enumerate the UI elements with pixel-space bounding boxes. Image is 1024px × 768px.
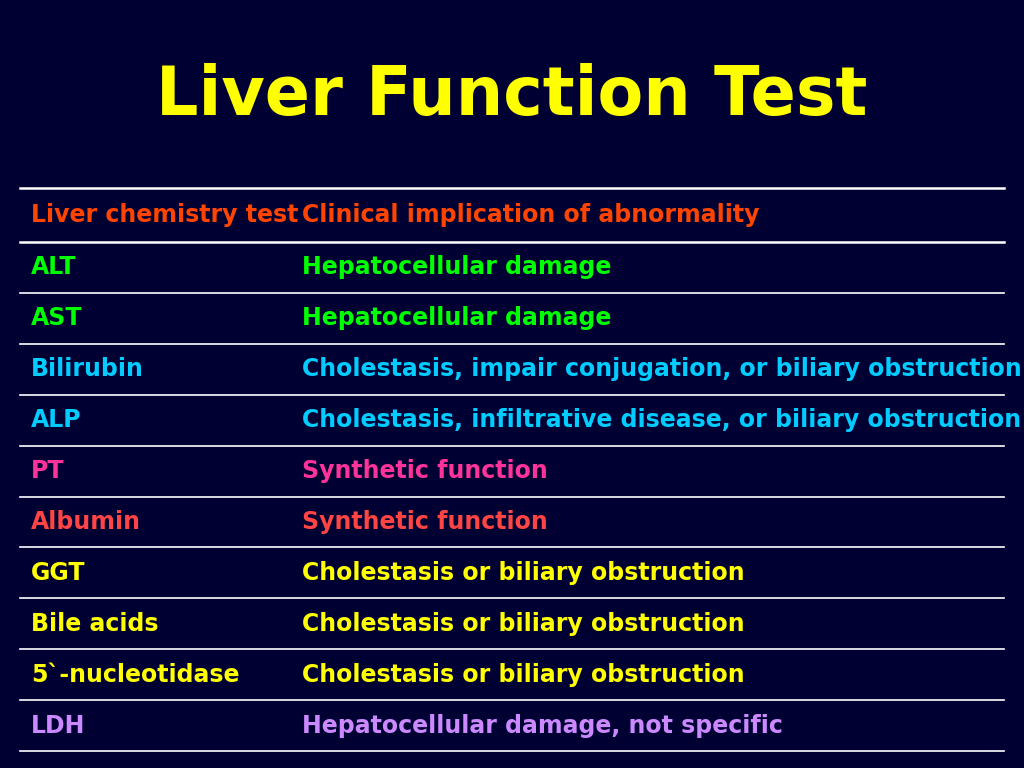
Text: PT: PT [31,459,65,483]
Text: Liver Function Test: Liver Function Test [157,63,867,129]
Text: Cholestasis or biliary obstruction: Cholestasis or biliary obstruction [302,612,744,636]
Text: Synthetic function: Synthetic function [302,459,548,483]
Text: Albumin: Albumin [31,510,140,534]
Text: Bile acids: Bile acids [31,612,159,636]
Text: Clinical implication of abnormality: Clinical implication of abnormality [302,203,760,227]
Text: Hepatocellular damage, not specific: Hepatocellular damage, not specific [302,713,783,737]
Text: 5`-nucleotidase: 5`-nucleotidase [31,663,240,687]
Text: Cholestasis or biliary obstruction: Cholestasis or biliary obstruction [302,561,744,585]
Text: Cholestasis, impair conjugation, or biliary obstruction: Cholestasis, impair conjugation, or bili… [302,357,1022,381]
Text: Hepatocellular damage: Hepatocellular damage [302,256,611,280]
Text: ALP: ALP [31,408,81,432]
Text: LDH: LDH [31,713,85,737]
Text: AST: AST [31,306,82,330]
Text: Synthetic function: Synthetic function [302,510,548,534]
Text: Liver chemistry test: Liver chemistry test [31,203,298,227]
Text: ALT: ALT [31,256,76,280]
Text: Hepatocellular damage: Hepatocellular damage [302,306,611,330]
Text: Cholestasis or biliary obstruction: Cholestasis or biliary obstruction [302,663,744,687]
Text: Cholestasis, infiltrative disease, or biliary obstruction: Cholestasis, infiltrative disease, or bi… [302,408,1021,432]
Text: Bilirubin: Bilirubin [31,357,143,381]
Text: GGT: GGT [31,561,85,585]
